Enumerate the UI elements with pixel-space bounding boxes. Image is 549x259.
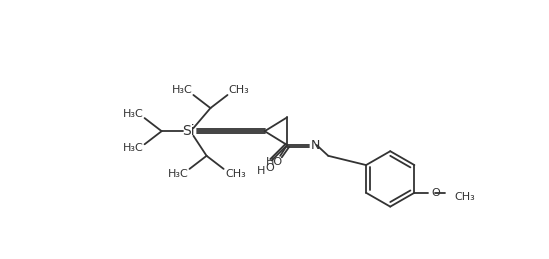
Text: H₃C: H₃C [167,169,188,179]
Text: N: N [310,139,320,152]
Text: O: O [432,188,440,198]
Text: HO: HO [265,157,283,167]
Text: H₃C: H₃C [122,109,143,119]
Text: CH₃: CH₃ [225,169,245,179]
Text: H₃C: H₃C [171,85,192,95]
Text: H₃C: H₃C [122,143,143,153]
Text: O: O [265,163,274,173]
Text: CH₃: CH₃ [229,85,249,95]
Text: CH₃: CH₃ [455,192,475,202]
Text: H: H [256,166,265,176]
Text: Si: Si [182,124,195,138]
